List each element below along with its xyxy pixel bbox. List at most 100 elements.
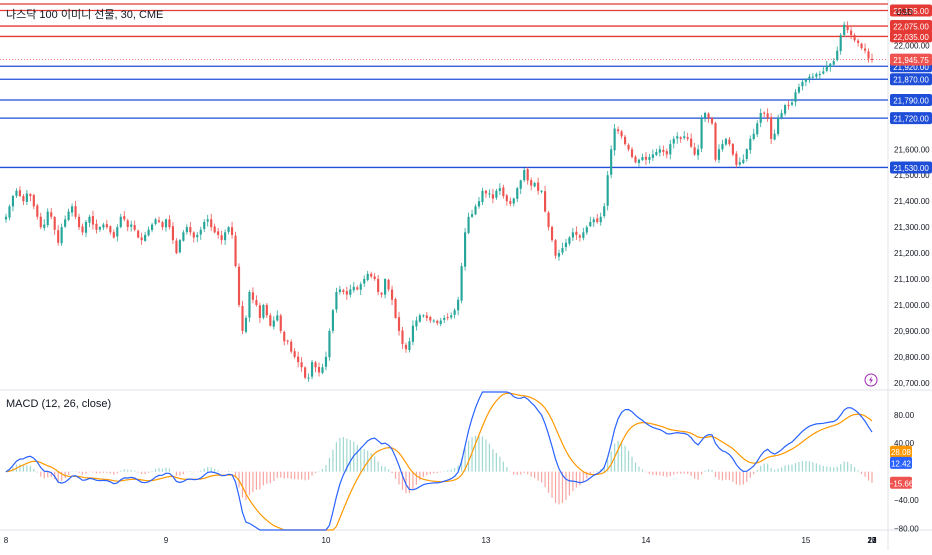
candle: [763, 112, 766, 114]
macd-histogram-bar: [721, 471, 724, 481]
candle: [11, 196, 15, 207]
candle: [585, 227, 588, 233]
macd-histogram-bar: [707, 469, 710, 472]
candle: [731, 143, 734, 155]
macd-histogram-bar: [328, 457, 331, 472]
candle: [592, 219, 595, 223]
macd-histogram-bar: [485, 439, 487, 472]
macd-histogram-bar: [189, 471, 191, 473]
macd-histogram-bar: [652, 471, 654, 475]
candle: [818, 74, 821, 76]
macd-histogram-bar: [749, 471, 751, 478]
macd-histogram-bar: [116, 471, 118, 474]
macd-histogram-bar: [294, 471, 296, 480]
candle: [64, 219, 67, 227]
macd-histogram-bar: [808, 461, 810, 472]
macd-histogram-bar: [655, 471, 657, 476]
candle: [582, 232, 585, 238]
time-tick-label: 13: [481, 536, 490, 545]
macd-histogram-bar: [214, 468, 216, 472]
macd-histogram-bar: [259, 471, 261, 490]
candle: [102, 224, 105, 228]
candle: [206, 219, 209, 222]
candle: [394, 299, 397, 318]
macd-histogram-bar: [276, 471, 278, 478]
macd-histogram-bar: [586, 471, 588, 479]
level-tag-label: 22,035.00: [893, 33, 929, 42]
candle: [596, 218, 599, 222]
candle: [484, 190, 488, 194]
level-tag-label: 21,720.00: [893, 115, 929, 124]
macd-histogram-bar: [554, 471, 557, 503]
level-tag: [890, 20, 932, 33]
candle: [655, 151, 658, 156]
candle: [787, 104, 790, 106]
macd-histogram-bar: [12, 466, 14, 472]
candle: [349, 289, 352, 295]
candle: [568, 237, 571, 244]
lightning-icon[interactable]: [864, 373, 878, 387]
macd-tick-label: 80.00: [894, 411, 915, 420]
macd-histogram-bar: [593, 471, 595, 473]
macd-histogram-bar: [64, 471, 66, 479]
candle: [749, 138, 752, 151]
macd-histogram-bar: [363, 449, 365, 472]
candle: [617, 129, 620, 132]
macd-histogram-bar: [774, 469, 776, 472]
candle: [637, 159, 641, 163]
candle: [105, 224, 108, 228]
price-tick-label: 21,600.00: [894, 145, 930, 154]
macd-histogram-bar: [794, 463, 797, 472]
macd-histogram-bar: [746, 471, 748, 482]
candle: [91, 216, 95, 225]
candle: [307, 377, 310, 379]
candle: [700, 118, 703, 149]
candle: [352, 286, 355, 291]
macd-histogram-bar: [113, 471, 115, 475]
macd-histogram-bar: [436, 471, 438, 474]
candle: [29, 194, 32, 196]
currency-label[interactable]: USD: [896, 8, 913, 17]
macd-histogram-bar: [179, 471, 181, 476]
candle: [8, 206, 11, 218]
macd-histogram-bar: [568, 471, 571, 496]
candle: [39, 216, 42, 228]
candle: [707, 113, 710, 119]
macd-histogram-bar: [558, 471, 560, 505]
candle: [67, 211, 70, 220]
macd-histogram-bar: [471, 437, 473, 472]
candle: [648, 157, 651, 160]
candle: [505, 195, 508, 202]
price-tick-label: 20,800.00: [894, 353, 930, 362]
price-tick-label: 21,400.00: [894, 197, 930, 206]
candle: [321, 367, 324, 373]
candle: [199, 229, 202, 235]
macd-histogram-bar: [346, 438, 348, 472]
candle: [460, 266, 463, 301]
candle: [324, 356, 328, 367]
macd-value-label: 12.42: [891, 459, 912, 468]
candle: [196, 234, 199, 238]
macd-histogram-bar: [857, 470, 859, 472]
candle: [717, 149, 721, 160]
candle: [843, 24, 846, 36]
time-tick-label: 15: [801, 536, 810, 545]
macd-histogram-bar: [627, 450, 630, 472]
macd-histogram-bar: [589, 471, 591, 476]
candle: [721, 144, 724, 150]
macd-histogram-bar: [798, 461, 800, 472]
macd-histogram-bar: [488, 443, 491, 472]
macd-histogram-bar: [47, 471, 49, 478]
macd-histogram-bar: [429, 471, 431, 475]
candle: [623, 136, 627, 145]
macd-histogram-bar: [22, 465, 24, 472]
candle: [154, 219, 157, 224]
macd-histogram-bar: [454, 468, 456, 472]
macd-histogram-bar: [801, 461, 804, 472]
candle: [870, 58, 874, 60]
macd-histogram-bar: [732, 471, 734, 482]
candle: [738, 162, 741, 165]
macd-histogram-bar: [520, 471, 522, 475]
candle: [759, 112, 762, 123]
